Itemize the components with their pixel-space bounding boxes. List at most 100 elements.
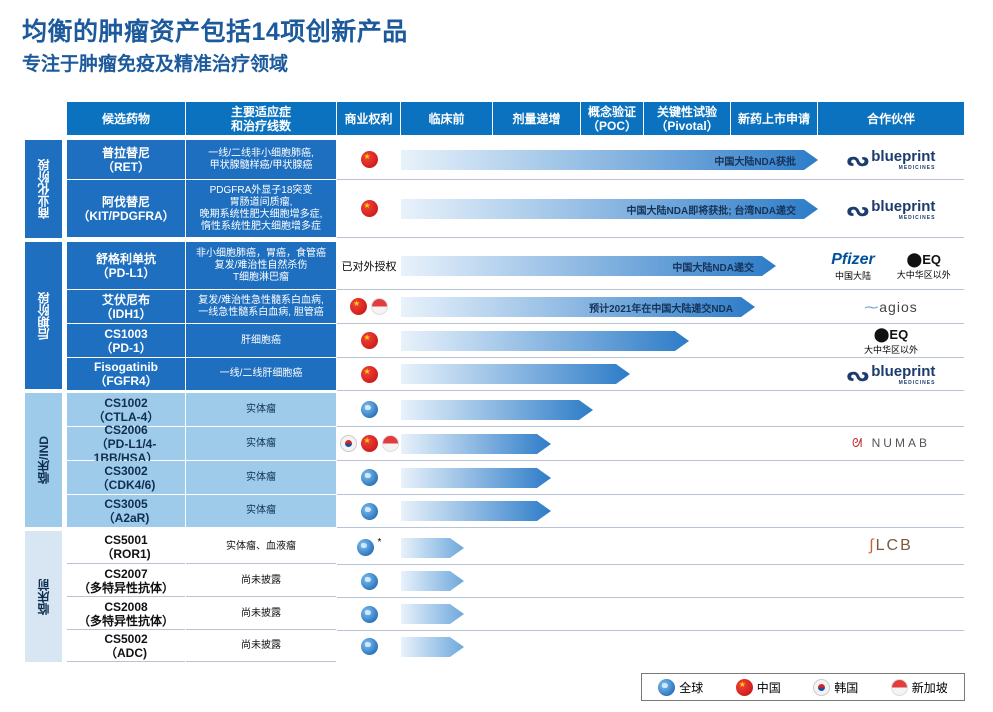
blueprint-logo-icon: ᔓ (846, 198, 870, 221)
header-poc: 概念验证 （POC） (581, 102, 644, 135)
numab-logo: ᘛ NUMAB (852, 435, 930, 450)
progress-bar: 中国大陆NDA获批 (401, 150, 818, 170)
indication-cell: PDGFRA外显子18突变 胃肠道间质瘤, 晚期系统性肥大细胞增多症, 惰性系统… (186, 180, 336, 237)
china-flag-icon (735, 678, 753, 696)
rights-cell: 已对外授权 (337, 242, 401, 289)
stage-late: 后期阶段 (25, 242, 62, 389)
rights-cell (337, 427, 401, 460)
header-drug: 候选药物 (67, 102, 186, 135)
globe-icon (360, 638, 378, 655)
korea-flag-icon (339, 435, 357, 452)
drug-cell: 舒格利单抗 （PD-L1） (67, 242, 185, 289)
row-divider (337, 460, 964, 461)
drug-cell: CS1002 （CTLA-4） (67, 393, 185, 426)
rights-text: * (377, 537, 382, 548)
partner-numab: ᘛ NUMAB (818, 427, 964, 459)
row-divider (337, 426, 964, 427)
drug-name: 艾伏尼布 (101, 292, 150, 307)
rights-cell (337, 631, 401, 662)
drug-target: （PD-L1） (96, 265, 156, 280)
rights-cell (337, 495, 401, 527)
blueprint-logo-icon: ᔓ (846, 149, 870, 171)
drug-target: （CTLA-4） (92, 409, 160, 424)
pfizer-logo: Pfizer (831, 250, 875, 268)
indication-cell: 尚未披露 (186, 598, 336, 630)
progress-bar (401, 501, 551, 521)
progress-bar (401, 604, 464, 624)
drug-cell: Fisogatinib （FGFR4） (67, 358, 185, 390)
globe-icon (360, 401, 378, 418)
drug-name: CS1002 (104, 395, 148, 410)
indication-cell: 一线/二线肝细胞癌 (186, 358, 336, 390)
china-flag-icon (360, 200, 378, 217)
globe-icon (356, 539, 374, 556)
row-divider (337, 630, 964, 631)
progress-bar: 预计2021年在中国大陆递交NDA (401, 297, 755, 317)
rights-cell (337, 358, 401, 390)
singapore-flag-icon (371, 298, 388, 315)
legend-korea: 韩国 (813, 678, 858, 696)
row-divider (337, 237, 964, 238)
stage-preclinical: 临床前 (25, 531, 62, 662)
indication-cell: 复发/难治性急性髓系白血病, 一线急性髓系白血病, 胆管癌 (186, 290, 336, 323)
partner-blueprint-2: ᔓ blueprint MEDICINES (846, 197, 936, 221)
header-nda: 新药上市申请 (731, 102, 818, 135)
row-divider (337, 390, 964, 391)
drug-target: （RET） (101, 159, 150, 174)
progress-bar (401, 364, 630, 384)
page-subtitle: 专注于肿瘤免疫及精准治疗领域 (22, 54, 289, 75)
header-rights: 商业权利 (337, 102, 401, 135)
row-divider (337, 357, 964, 358)
indication-cell: 实体瘤 (186, 427, 336, 460)
rights-cell (337, 290, 401, 323)
partner-blueprint-1: ᔓ blueprint MEDICINES (846, 148, 936, 171)
row-divider (337, 597, 964, 598)
progress-bar (401, 400, 593, 420)
drug-cell: CS3002 （CDK4/6) (67, 461, 185, 494)
drug-name: 舒格利单抗 (95, 251, 156, 266)
partner-blueprint-3: ᔓ blueprint MEDICINES (846, 362, 936, 386)
progress-bar-label: 中国大陆NDA获批 (714, 156, 796, 168)
drug-name: CS5001 (104, 533, 148, 547)
partner-agios: ⁓agios (818, 290, 964, 324)
drug-target: （ROR1) (101, 547, 151, 561)
indication-cell: 尚未披露 (186, 565, 336, 597)
china-flag-icon (360, 435, 378, 452)
indication-cell: 实体瘤 (186, 461, 336, 494)
singapore-flag-icon (890, 678, 908, 696)
drug-cell: CS2007 （多特异性抗体） (67, 565, 185, 597)
header-preclinical: 临床前 (401, 102, 493, 135)
stage-clinical-ind: 临床/IND (25, 393, 62, 527)
drug-cell: CS1003 （PD-1） (67, 324, 185, 357)
drug-target: （CDK4/6) (96, 477, 156, 492)
header-pivotal: 关键性试验 （Pivotal） (644, 102, 731, 135)
korea-flag-icon (813, 678, 831, 696)
indication-cell: 尚未披露 (186, 631, 336, 662)
indication-cell: 实体瘤、血液瘤 (186, 531, 336, 564)
drug-target: （PD-1） (100, 340, 152, 355)
globe-icon (360, 469, 378, 486)
drug-name: CS2006 (104, 422, 148, 437)
rights-cell (337, 565, 401, 597)
legend: 全球 中国 韩国 新加坡 (641, 673, 965, 701)
drug-cell: CS2006 （PD-L1/4-1BB/HSA） (67, 423, 185, 465)
china-flag-icon (360, 365, 378, 383)
drug-cell: 普拉替尼 （RET） (67, 140, 185, 179)
indication-cell: 一线/二线非小细胞肺癌, 甲状腺髓样癌/甲状腺癌 (186, 140, 336, 179)
header-dose-escalation: 剂量递增 (493, 102, 581, 135)
drug-name: CS3005 (104, 497, 148, 511)
legend-china: 中国 (735, 678, 781, 696)
china-flag-icon (360, 151, 378, 168)
drug-cell: CS2008 （多特异性抗体） (67, 598, 185, 630)
indication-cell: 肝细胞癌 (186, 324, 336, 357)
rights-text: 已对外授权 (341, 260, 397, 273)
drug-name: CS2008 (104, 599, 148, 614)
lcb-logo: ∫LCB (869, 537, 913, 554)
agios-logo: ⁓agios (864, 298, 918, 315)
drug-target: （多特异性抗体） (77, 580, 174, 595)
legend-global: 全球 (658, 678, 703, 696)
rights-cell (337, 180, 401, 237)
singapore-flag-icon (381, 435, 399, 452)
row-divider (337, 179, 964, 180)
progress-bar: 中国大陆NDA即将获批; 台湾NDA递交 (401, 199, 818, 219)
